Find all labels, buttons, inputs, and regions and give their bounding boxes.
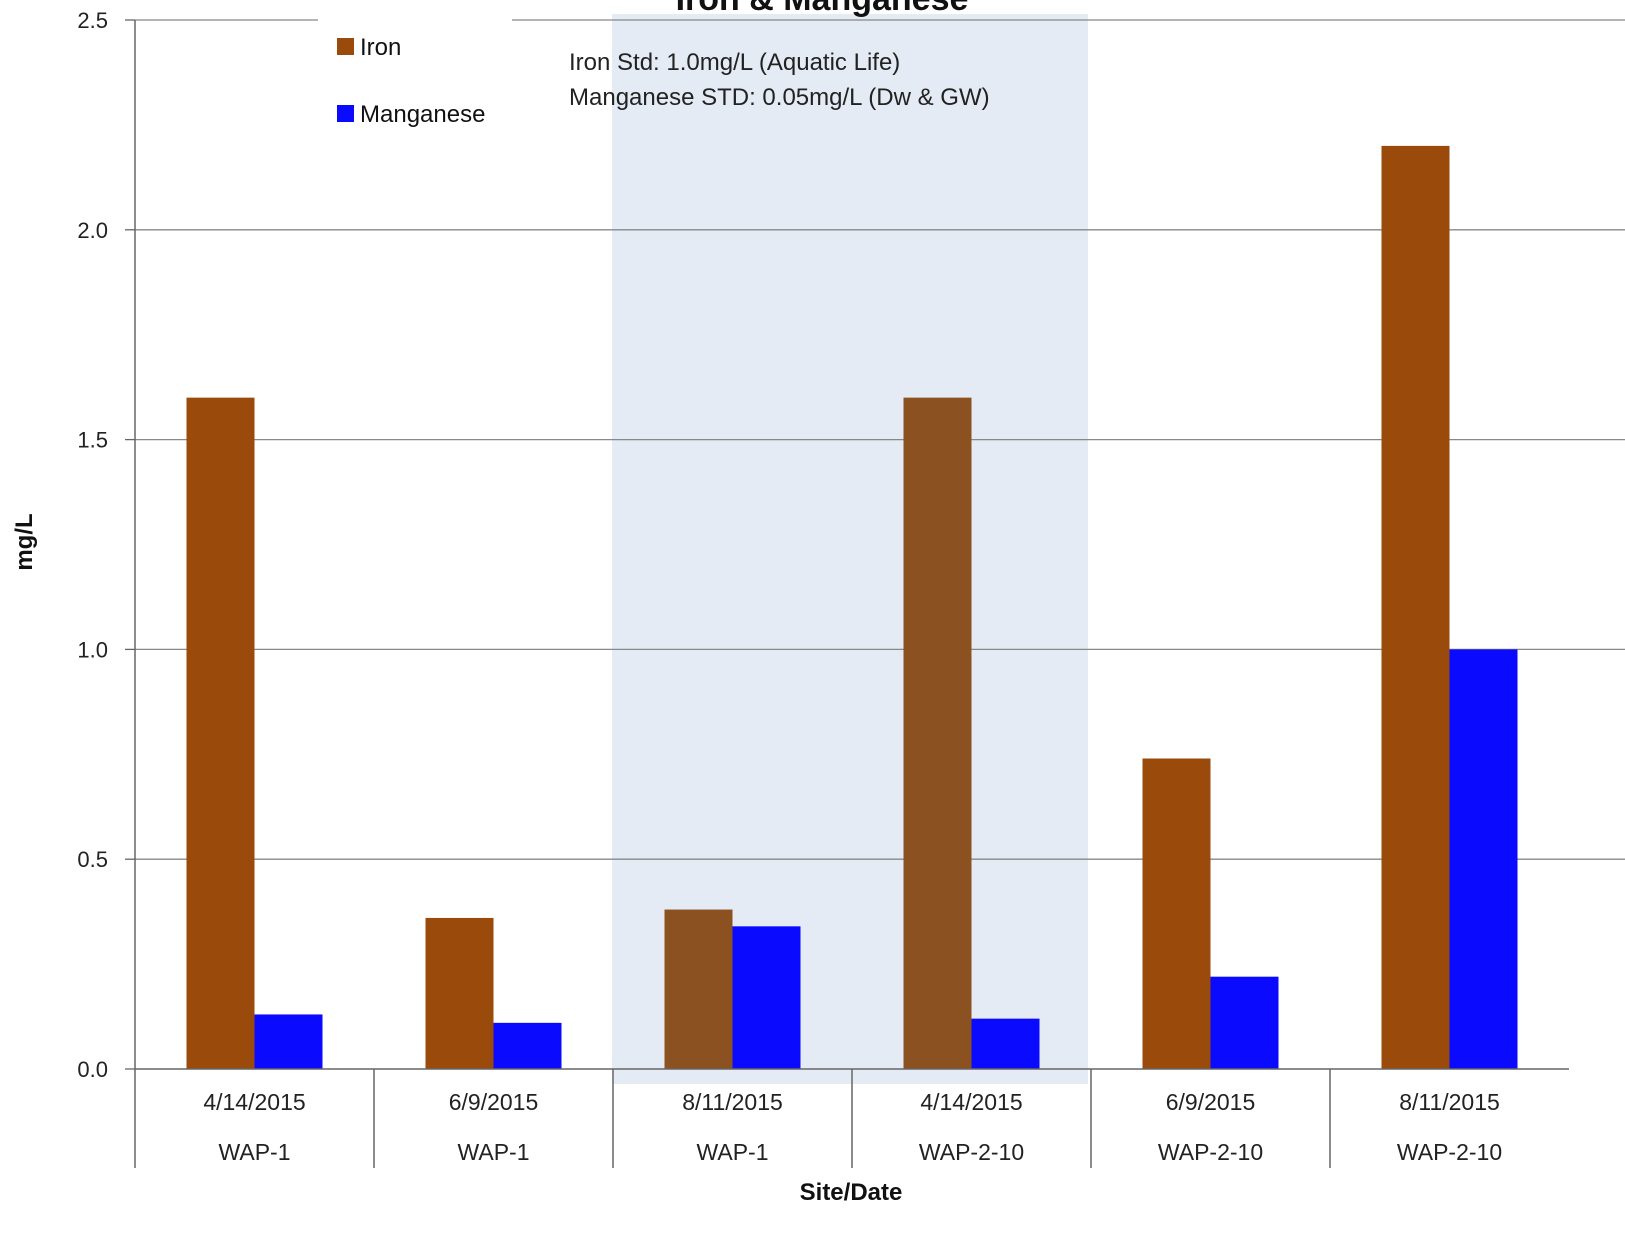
y-tick-label: 0.0 bbox=[77, 1057, 108, 1082]
bar-manganese-2 bbox=[732, 926, 801, 1069]
annotations: Iron Std: 1.0mg/L (Aquatic Life) Manganes… bbox=[569, 49, 990, 111]
chart-title: Iron & Manganese bbox=[676, 0, 969, 18]
y-axis-title: mg/L bbox=[11, 513, 38, 570]
annotation-line: Iron Std: 1.0mg/L (Aquatic Life) bbox=[569, 49, 900, 76]
legend-swatch-manganese bbox=[337, 105, 354, 122]
bar-iron-1 bbox=[425, 917, 494, 1069]
bar-iron-4 bbox=[1142, 758, 1211, 1069]
legend-label-manganese: Manganese bbox=[360, 101, 485, 128]
y-tick-label: 2.5 bbox=[77, 8, 108, 33]
x-site-label: WAP-1 bbox=[458, 1139, 530, 1165]
x-site-label: WAP-2-10 bbox=[1397, 1139, 1502, 1165]
x-site-label: WAP-2-10 bbox=[919, 1139, 1024, 1165]
x-date-label: 4/14/2015 bbox=[203, 1089, 305, 1115]
bar-iron-5 bbox=[1381, 145, 1450, 1069]
x-site-label: WAP-1 bbox=[219, 1139, 291, 1165]
bar-manganese-0 bbox=[254, 1014, 323, 1069]
annotation-line: Manganese STD: 0.05mg/L (Dw & GW) bbox=[569, 84, 990, 111]
y-tick-label: 1.0 bbox=[77, 637, 108, 662]
legend-label-iron: Iron bbox=[360, 34, 401, 61]
bar-iron-0 bbox=[186, 397, 255, 1069]
legend-swatch-iron bbox=[337, 38, 354, 55]
legend: Iron Manganese bbox=[337, 34, 485, 128]
x-site-label: WAP-1 bbox=[697, 1139, 769, 1165]
y-tick-label: 0.5 bbox=[77, 847, 108, 872]
bar-manganese-1 bbox=[493, 1022, 562, 1069]
bar-iron-3 bbox=[903, 397, 972, 1069]
x-site-label: WAP-2-10 bbox=[1158, 1139, 1263, 1165]
x-date-label: 4/14/2015 bbox=[920, 1089, 1022, 1115]
x-date-label: 8/11/2015 bbox=[1399, 1089, 1500, 1115]
x-date-label: 8/11/2015 bbox=[682, 1089, 783, 1115]
x-date-label: 6/9/2015 bbox=[449, 1089, 539, 1115]
y-tick-label: 1.5 bbox=[77, 428, 108, 453]
x-date-label: 6/9/2015 bbox=[1166, 1089, 1256, 1115]
bar-manganese-3 bbox=[971, 1018, 1040, 1069]
y-tick-label: 2.0 bbox=[77, 218, 108, 243]
bar-manganese-4 bbox=[1210, 976, 1279, 1069]
bar-manganese-5 bbox=[1449, 649, 1518, 1069]
x-axis-title: Site/Date bbox=[800, 1179, 903, 1206]
highlight-band bbox=[612, 14, 1088, 1084]
bar-iron-2 bbox=[664, 909, 733, 1069]
